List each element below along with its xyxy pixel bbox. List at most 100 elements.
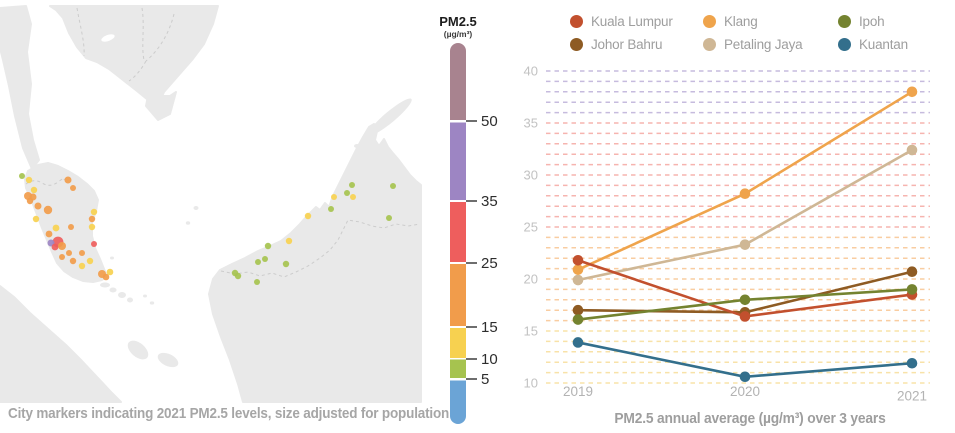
map-caption: City markers indicating 2021 PM2.5 level… [8,405,450,422]
legend-label: Petaling Jaya [724,37,803,52]
city-marker [255,259,261,265]
scale-tick-label: 15 [481,319,498,336]
legend-label: Ipoh [859,14,885,29]
city-marker [350,194,356,200]
data-point [572,254,584,266]
city-marker [25,176,33,184]
scale-segment-10-15 [450,328,466,358]
x-axis-label: 2020 [730,384,760,399]
series-line [576,148,914,282]
land-sumatra [0,285,122,403]
city-marker [344,190,350,196]
y-axis-label: 20 [524,272,538,287]
data-point [906,266,918,278]
series-klang [572,86,918,275]
scale-tick-label: 10 [481,351,498,368]
city-marker [91,241,97,247]
city-marker [386,215,392,221]
data-point [739,294,751,306]
legend-item-ipoh: Ipoh [838,14,955,29]
chart-gridlines [546,70,930,384]
scale-segment-15-25 [450,264,466,326]
legend-dot [570,15,583,28]
city-marker [88,223,96,231]
color-scale-title: PM2.5 [439,14,477,29]
y-axis-label: 25 [524,220,538,235]
y-axis-label: 30 [524,168,538,183]
land-mekong-delta [145,91,177,121]
city-marker [43,205,53,215]
city-marker [45,230,53,238]
legend-item-petaling-jaya: Petaling Jaya [703,37,838,52]
city-marker [285,237,293,245]
data-point [572,314,584,325]
y-axis-label: 40 [524,64,538,79]
scale-segment-over50 [450,43,466,120]
legend-label: Klang [724,14,758,29]
data-point [906,144,918,156]
land-borneo [208,123,422,403]
city-marker [78,262,86,270]
city-marker [52,224,60,232]
scale-segment-under5 [450,380,466,424]
pm25-trend-chart: 10 15 20 25 30 35 40 2019 2020 2021 [524,64,930,404]
country-borders [25,7,421,278]
data-point [739,188,751,200]
city-marker [262,256,268,262]
scale-segment-35-50 [450,122,466,200]
legend-item-klang: Klang [703,14,838,29]
legend-dot [703,38,716,51]
city-marker [26,197,34,205]
data-point [906,284,918,295]
legend-dot [838,15,851,28]
series-ipoh [572,284,918,325]
color-scale-subtitle: (µg/m³) [444,29,473,39]
legend-dot [838,38,851,51]
legend-dot [703,15,716,28]
land-indochina [49,5,219,112]
city-marker [59,254,65,260]
city-marker [32,215,40,223]
city-marker [66,250,72,256]
data-point [739,311,751,322]
lake-tonle-sap [101,34,115,42]
legend-label: Kuala Lumpur [591,14,673,29]
legend-label: Kuantan [859,37,908,52]
data-point [572,337,584,348]
scale-segment-25-35 [450,202,466,262]
city-marker [349,182,355,188]
city-marker [79,250,85,256]
data-point [572,264,584,275]
chart-title: PM2.5 annual average (µg/m³) over 3 year… [614,410,886,427]
legend-dot [570,38,583,51]
scale-tick-label: 5 [481,371,489,388]
city-marker [331,194,337,200]
city-marker [254,279,260,285]
y-axis-label: 35 [524,116,538,131]
city-marker [68,224,74,230]
data-point [572,304,584,316]
scale-tick-label: 50 [481,113,498,130]
scale-tick-label: 25 [481,255,498,272]
city-marker [30,186,38,194]
city-marker [390,183,396,189]
island-palawan [368,98,412,136]
city-marker [70,185,76,191]
city-marker [234,272,242,280]
city-marker [90,208,98,216]
city-marker [19,173,25,179]
data-point [906,86,918,98]
legend-item-johor-bahru: Johor Bahru [570,37,703,52]
data-point [739,371,751,383]
series-petaling-jaya [572,144,918,286]
city-marker [264,242,272,250]
city-marker [51,243,59,251]
y-axis-label: 10 [524,376,538,391]
chart-legend: Kuala Lumpur Johor Bahru Klang Petaling Jay… [570,10,955,56]
data-point [906,357,918,369]
x-axis-label: 2019 [563,384,593,399]
city-marker [88,215,96,223]
chart-x-axis-labels: 2019 2020 2021 [563,384,927,404]
city-marker [86,257,94,265]
